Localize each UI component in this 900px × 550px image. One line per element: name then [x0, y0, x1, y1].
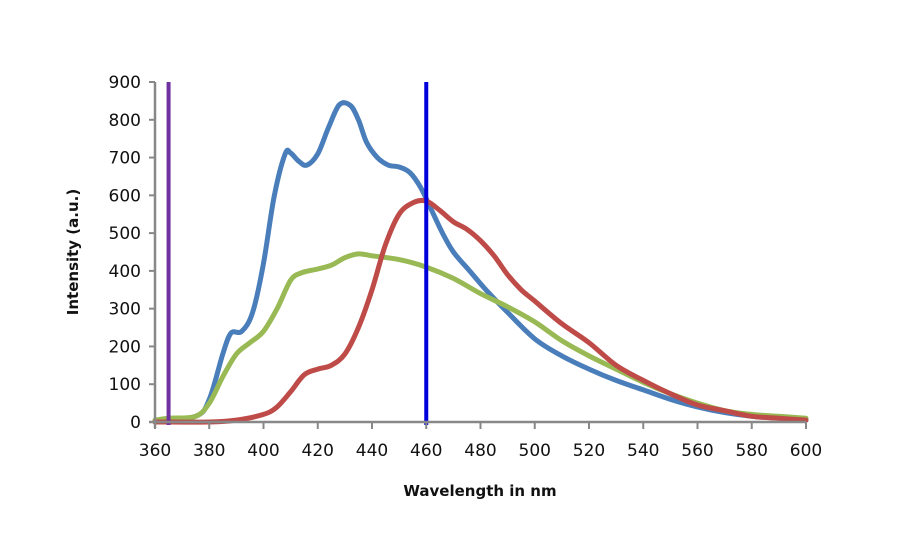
series-line-red-spectrum [152, 197, 809, 425]
x-tick-label: 540 [627, 441, 659, 461]
x-tick-label: 400 [247, 441, 279, 461]
y-tick-label: 800 [109, 111, 141, 131]
x-tick-label: 360 [139, 441, 171, 461]
series-line-green-spectrum [152, 251, 809, 423]
x-tick-label: 580 [736, 441, 768, 461]
vertical-markers [166, 82, 429, 425]
x-tick-label: 500 [519, 441, 551, 461]
series-line-blue-spectrum [152, 100, 809, 425]
y-tick-label: 400 [109, 262, 141, 282]
x-tick-label: 460 [410, 441, 442, 461]
x-tick-label: 420 [302, 441, 334, 461]
x-tick-label: 560 [681, 441, 713, 461]
y-tick-label: 200 [109, 337, 141, 357]
x-tick-label: 380 [193, 441, 225, 461]
plot-series [152, 100, 809, 425]
x-axis-title: Wavelength in nm [403, 482, 556, 500]
y-axis-title: Intensity (a.u.) [64, 189, 82, 315]
x-tick-label: 600 [790, 441, 822, 461]
x-tick-label: 480 [464, 441, 496, 461]
axes [149, 81, 807, 429]
x-tick-label: 440 [356, 441, 388, 461]
y-tick-labels: 0 100 200 300 400 500 600 700 800 900 [109, 73, 141, 433]
y-tick-label: 500 [109, 224, 141, 244]
x-tick-label: 520 [573, 441, 605, 461]
y-tick-label: 700 [109, 149, 141, 169]
y-tick-label: 0 [130, 413, 141, 433]
y-tick-label: 900 [109, 73, 141, 93]
y-tick-label: 600 [109, 186, 141, 206]
y-tick-label: 100 [109, 375, 141, 395]
x-tick-labels: 360 380 400 420 440 460 480 500 520 540 560 580 600 [139, 441, 822, 461]
y-tick-label: 300 [109, 300, 141, 320]
